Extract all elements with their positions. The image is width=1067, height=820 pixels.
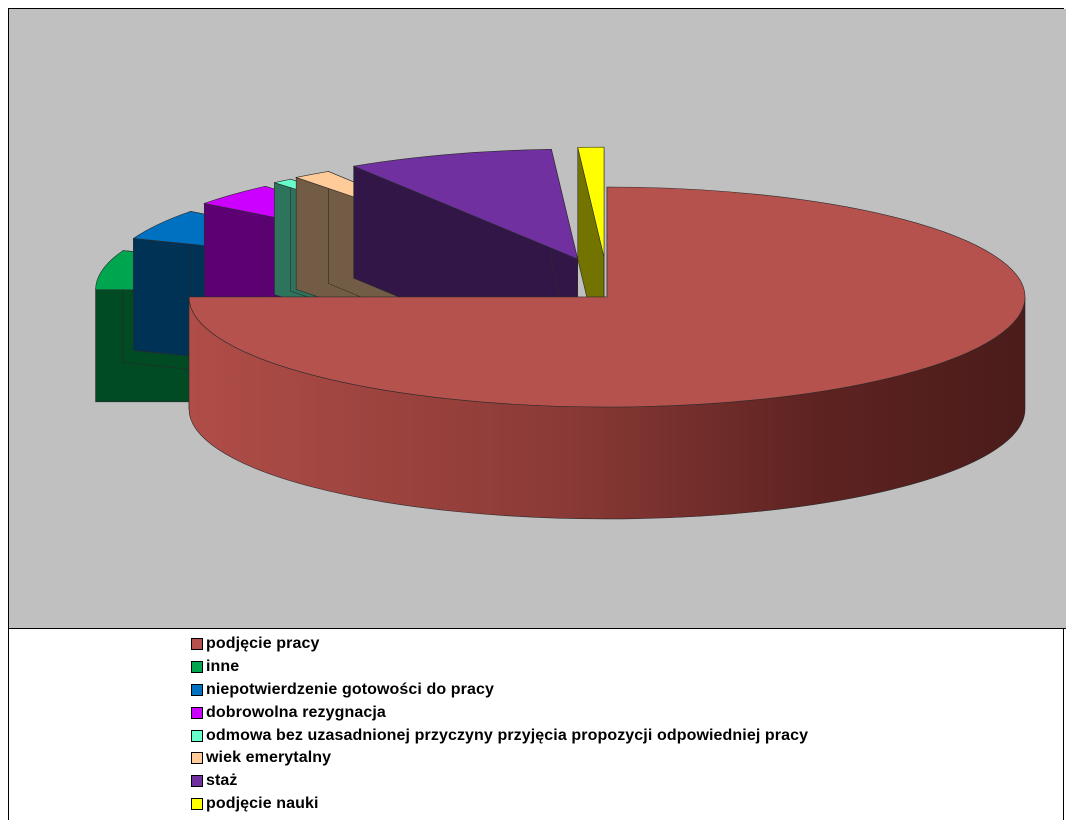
legend-swatch xyxy=(191,683,203,696)
legend-swatch xyxy=(191,752,203,765)
legend-swatch xyxy=(191,638,203,651)
legend-label: odmowa bez uzasadnionej przyczyny przyję… xyxy=(206,726,809,744)
legend-item: niepotwierdzenie gotowości do pracy xyxy=(191,679,808,702)
legend-swatch xyxy=(191,797,203,810)
pie-chart xyxy=(95,146,1026,520)
legend-label: dobrowolna rezygnacja xyxy=(206,703,386,721)
legend-item: inne xyxy=(191,656,808,679)
legend-label: wiek emerytalny xyxy=(206,749,332,767)
legend-label: niepotwierdzenie gotowości do pracy xyxy=(206,680,494,698)
pie-slice xyxy=(188,186,1026,520)
legend-item: podjęcie pracy xyxy=(191,633,808,656)
legend-swatch xyxy=(191,775,203,788)
legend-swatch xyxy=(191,729,203,742)
legend: podjęcie pracy inne niepotwierdzenie gotow… xyxy=(191,633,808,815)
legend-item: odmowa bez uzasadnionej przyczyny przyję… xyxy=(191,724,808,747)
plot-area xyxy=(9,9,1066,629)
legend-item: podjęcie nauki xyxy=(191,793,808,816)
legend-label: podjęcie pracy xyxy=(206,635,320,653)
legend-label: staż xyxy=(206,772,238,790)
legend-item: dobrowolna rezygnacja xyxy=(191,701,808,724)
chart-frame: podjęcie pracy inne niepotwierdzenie gotow… xyxy=(8,8,1066,820)
legend-swatch xyxy=(191,661,203,674)
legend-swatch xyxy=(191,706,203,719)
legend-label: inne xyxy=(206,658,240,676)
legend-label: podjęcie nauki xyxy=(206,794,319,812)
legend-item: staż xyxy=(191,770,808,793)
legend-item: wiek emerytalny xyxy=(191,747,808,770)
